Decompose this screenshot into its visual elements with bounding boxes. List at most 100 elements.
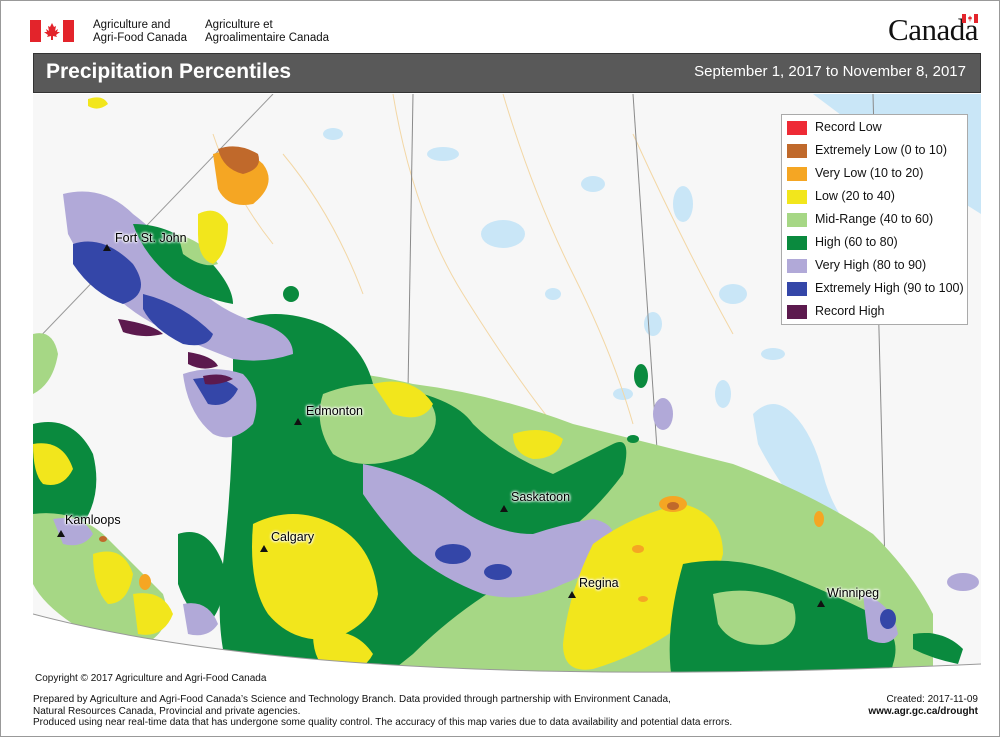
zone-extremely-high-peace	[143, 294, 213, 346]
legend-swatch	[787, 305, 807, 319]
created-date: Created: 2017-11-09	[886, 694, 978, 705]
legend-item-very-high: Very High (80 to 90)	[787, 257, 967, 275]
zone-very-low-east	[814, 511, 824, 527]
zone-high-far-east	[916, 633, 940, 645]
zone-extremely-high-sask-1	[435, 544, 471, 564]
zone-mid-range-manitoba	[713, 590, 796, 645]
header: Agriculture and Agri-Food Canada Agricul…	[0, 0, 1000, 50]
zone-mid-range-bc-coast	[33, 333, 58, 394]
agency-en-line1: Agriculture and	[93, 19, 171, 31]
zone-high-east-2	[627, 435, 639, 443]
zone-low-top-left	[88, 97, 108, 109]
zone-high-north-bc	[133, 224, 233, 304]
zone-very-low-regina-2	[638, 596, 648, 602]
legend-label: Record High	[815, 304, 885, 318]
zone-high-kootenay	[178, 532, 224, 624]
zone-low-north-strip	[198, 210, 228, 264]
zone-low-central-alberta	[373, 381, 433, 418]
city-marker-winnipeg	[817, 600, 825, 607]
city-label-kamloops: Kamloops	[65, 513, 121, 527]
map-title: Precipitation Percentiles	[46, 60, 292, 83]
zone-extremely-low-kamloops	[99, 536, 107, 542]
zone-extremely-high-sask-2	[484, 564, 512, 580]
zone-low-bc-south	[33, 443, 73, 485]
legend-swatch	[787, 259, 807, 273]
city-label-winnipeg: Winnipeg	[827, 586, 880, 600]
legend-item-low: Low (20 to 40)	[787, 188, 967, 206]
zone-very-high-kootenay	[183, 603, 218, 636]
zone-extremely-high-west-edmonton	[193, 377, 238, 405]
zone-low-south-bc	[133, 593, 173, 635]
drought-url-link[interactable]: www.agr.gc.ca/drought	[868, 705, 978, 717]
legend-item-high: High (60 to 80)	[787, 234, 967, 252]
legend-swatch	[787, 167, 807, 181]
wordmark-flag-icon	[962, 14, 978, 23]
city-marker-fort-st-john	[103, 244, 111, 251]
zone-very-high-east	[947, 573, 979, 591]
zone-record-high-2	[188, 352, 218, 369]
zone-extremely-low-north	[218, 146, 259, 174]
agency-en-line2: Agri-Food Canada	[93, 32, 187, 44]
city-label-saskatoon: Saskatoon	[511, 490, 571, 504]
legend-label: Mid-Range (40 to 60)	[815, 212, 934, 226]
agency-name-french: Agriculture et Agroalimentaire Canada	[205, 19, 329, 45]
legend-swatch	[787, 190, 807, 204]
legend-swatch	[787, 213, 807, 227]
legend-item-record-high: Record High	[787, 303, 967, 321]
title-bar: Precipitation Percentiles September 1, 2…	[33, 53, 981, 93]
zone-extremely-low-regina-north	[667, 502, 679, 510]
legend-item-extremely-low: Extremely Low (0 to 10)	[787, 142, 967, 160]
footer-line-3: Produced using near real-time data that …	[33, 717, 733, 728]
footer-notes: Prepared by Agriculture and Agri-Food Ca…	[33, 694, 732, 729]
legend-item-record-low: Record Low	[787, 119, 967, 137]
legend-label: Very High (80 to 90)	[815, 258, 927, 272]
zone-very-high-kamloops	[53, 518, 93, 546]
zone-low-regina	[563, 504, 723, 670]
city-marker-kamloops	[57, 530, 65, 537]
legend-label: High (60 to 80)	[815, 235, 898, 249]
agency-name-english: Agriculture and Agri-Food Canada	[93, 19, 187, 45]
zone-extremely-high-winnipeg	[880, 609, 896, 629]
us-border	[33, 613, 981, 673]
legend-label: Extremely High (90 to 100)	[815, 281, 964, 295]
city-label-fort-st-john: Fort St. John	[115, 231, 187, 245]
legend-label: Very Low (10 to 20)	[815, 166, 924, 180]
northern-lakes	[323, 128, 785, 408]
city-label-regina: Regina	[579, 576, 619, 590]
copyright-notice: Copyright © 2017 Agriculture and Agri-Fo…	[35, 673, 267, 684]
map-south-mask	[33, 614, 981, 686]
legend-swatch	[787, 282, 807, 296]
footer-right: Created: 2017-11-09 www.agr.gc.ca/drough…	[868, 694, 978, 717]
zone-very-low-south-bc	[139, 574, 151, 590]
agency-fr-line1: Agriculture et	[205, 19, 273, 31]
footer-line-2: Natural Resources Canada, Provincial and…	[33, 705, 301, 717]
legend-item-very-low: Very Low (10 to 20)	[787, 165, 967, 183]
legend-label: Low (20 to 40)	[815, 189, 895, 203]
city-marker-saskatoon	[500, 505, 508, 512]
zone-record-high-1	[118, 319, 163, 337]
legend-item-extremely-high: Extremely High (90 to 100)	[787, 280, 967, 298]
zone-very-high-saskatchewan	[363, 464, 614, 598]
roads	[212, 94, 734, 425]
legend-swatch	[787, 121, 807, 135]
city-marker-calgary	[260, 545, 268, 552]
canada-flag-icon	[30, 20, 74, 42]
city-marker-regina	[568, 591, 576, 598]
zone-very-low-regina-1	[632, 545, 644, 553]
footer-line-1: Prepared by Agriculture and Agri-Food Ca…	[33, 694, 671, 705]
zone-low-calgary	[252, 514, 378, 640]
legend-swatch	[787, 236, 807, 250]
legend-label: Extremely Low (0 to 10)	[815, 143, 947, 157]
zone-high-east-1	[634, 364, 648, 388]
zone-extremely-high-fort-st-john	[73, 241, 141, 304]
city-label-edmonton: Edmonton	[306, 404, 363, 418]
agency-fr-line2: Agroalimentaire Canada	[205, 32, 330, 44]
zone-low-saskatoon-east	[513, 430, 563, 459]
zone-high-north-dot	[283, 286, 299, 302]
legend-swatch	[787, 144, 807, 158]
zone-very-high-east-1	[653, 398, 673, 430]
city-marker-edmonton	[294, 418, 302, 425]
legend-label: Record Low	[815, 120, 882, 134]
date-range: September 1, 2017 to November 8, 2017	[694, 63, 966, 80]
city-label-calgary: Calgary	[271, 530, 315, 544]
